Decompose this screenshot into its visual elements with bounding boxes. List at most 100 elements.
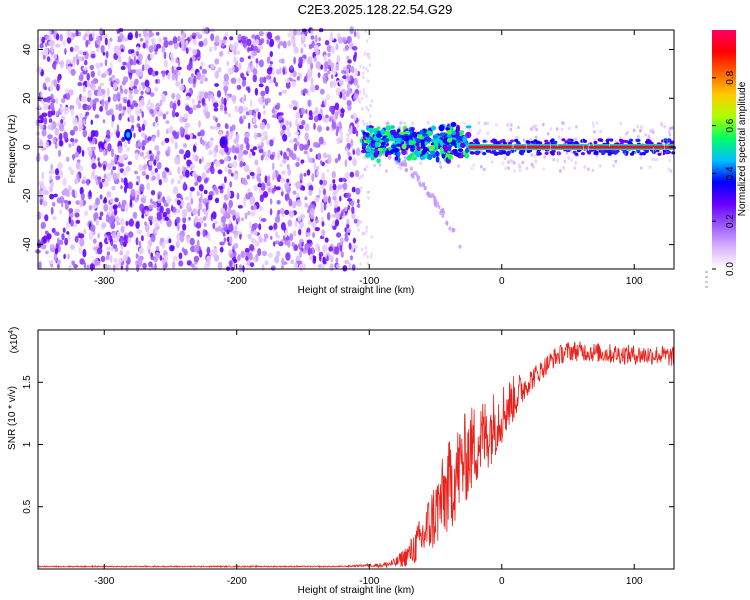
heatmap-cell xyxy=(70,138,75,143)
heatmap-cell xyxy=(337,153,341,161)
heatmap-cell xyxy=(234,155,237,160)
heatmap-cell xyxy=(87,91,93,98)
heatmap-cell xyxy=(81,179,86,185)
heatmap-cell xyxy=(359,175,362,179)
heatmap-cell xyxy=(105,255,110,261)
heatmap-cell xyxy=(294,131,300,135)
heatmap-cell xyxy=(156,129,160,138)
heatmap-cell xyxy=(500,139,504,143)
heatmap-cell xyxy=(255,58,259,64)
heatmap-cell xyxy=(192,144,197,153)
heatmap-cell xyxy=(258,223,262,231)
heatmap-cell xyxy=(474,150,479,154)
heatmap-cell xyxy=(482,167,486,172)
heatmap-cell xyxy=(298,56,304,65)
heatmap-cell xyxy=(46,56,51,62)
heatmap-cell xyxy=(123,254,128,262)
heatmap-cell xyxy=(315,49,320,56)
heatmap-cell xyxy=(185,105,190,112)
heatmap-cell xyxy=(330,62,335,68)
heatmap-cell xyxy=(273,241,276,247)
heatmap-cell xyxy=(119,251,124,256)
heatmap-cell xyxy=(266,31,273,40)
heatmap-cell xyxy=(234,224,238,232)
heatmap-cell xyxy=(78,247,82,254)
heatmap-cell xyxy=(307,99,312,108)
heatmap-cell xyxy=(117,38,122,43)
heatmap-cell xyxy=(290,72,294,77)
heatmap-cell xyxy=(249,171,255,176)
heatmap-cell xyxy=(448,226,452,231)
heatmap-cell xyxy=(308,44,313,50)
heatmap-cell xyxy=(168,171,173,176)
heatmap-cell xyxy=(202,139,205,146)
heatmap-cell xyxy=(107,162,112,170)
heatmap-cell xyxy=(361,145,366,151)
heatmap-cell xyxy=(97,91,103,97)
heatmap-cell xyxy=(123,98,128,104)
heatmap-cell xyxy=(316,170,320,176)
heatmap-cell xyxy=(269,154,275,160)
heatmap-cell xyxy=(574,161,578,165)
colorbar-label: Normalized spectral amplitude xyxy=(737,81,748,216)
heatmap-cell xyxy=(364,246,368,250)
heatmap-cell xyxy=(574,137,578,142)
heatmap-cell xyxy=(38,239,41,244)
heatmap-cell xyxy=(97,157,100,162)
heatmap-cell xyxy=(146,231,150,238)
heatmap-cell xyxy=(194,142,197,147)
heatmap-cell xyxy=(72,154,75,161)
heatmap-cell xyxy=(71,33,77,38)
heatmap-cell xyxy=(127,181,133,190)
heatmap-cell xyxy=(275,186,281,191)
heatmap-cell xyxy=(179,84,185,91)
heatmap-cell xyxy=(258,236,263,244)
heatmap-cell xyxy=(103,148,106,157)
heatmap-cell xyxy=(260,182,266,191)
heatmap-cell xyxy=(206,246,211,255)
heatmap-cell xyxy=(133,211,138,220)
heatmap-cell xyxy=(154,154,160,162)
heatmap-cell xyxy=(139,108,143,114)
colorbar: 0.00.20.40.60.8 Normalized spectral ampl… xyxy=(705,30,748,288)
heatmap-cell xyxy=(95,220,100,226)
heatmap-cell xyxy=(650,157,654,162)
heatmap-cell xyxy=(356,122,359,129)
heatmap-cell xyxy=(258,83,264,88)
heatmap-cell xyxy=(172,255,179,262)
heatmap-y-tick-label: 20 xyxy=(22,92,33,104)
heatmap-cell xyxy=(95,62,101,70)
heatmap-cell xyxy=(205,210,208,219)
heatmap-cell xyxy=(189,237,195,246)
heatmap-cell xyxy=(219,188,224,194)
heatmap-cell xyxy=(258,205,264,211)
heatmap-cell xyxy=(172,130,177,137)
heatmap-cell xyxy=(247,55,251,60)
heatmap-cell xyxy=(175,73,178,82)
heatmap-cell xyxy=(298,124,304,130)
heatmap-cell xyxy=(292,190,297,195)
heatmap-cell xyxy=(477,131,480,136)
heatmap-cell xyxy=(614,159,618,164)
heatmap-cell xyxy=(118,113,122,121)
heatmap-cell xyxy=(361,173,364,178)
heatmap-cell xyxy=(70,244,76,250)
heatmap-cell xyxy=(340,251,344,258)
heatmap-cell xyxy=(229,43,235,51)
heatmap-cell xyxy=(246,174,250,180)
heatmap-cell xyxy=(72,117,78,126)
heatmap-cell xyxy=(73,125,78,132)
heatmap-cell xyxy=(572,150,577,154)
heatmap-cell xyxy=(136,50,139,57)
heatmap-cell xyxy=(123,88,128,95)
heatmap-cell xyxy=(297,216,302,222)
heatmap-cell xyxy=(149,102,154,109)
heatmap-cell xyxy=(612,163,616,168)
heatmap-cell xyxy=(581,152,585,156)
heatmap-cell xyxy=(285,252,291,261)
heatmap-cell xyxy=(76,58,80,66)
heatmap-cell xyxy=(129,198,133,208)
heatmap-cell xyxy=(304,123,310,132)
heatmap-cell xyxy=(97,69,101,77)
heatmap-cell xyxy=(88,204,93,211)
